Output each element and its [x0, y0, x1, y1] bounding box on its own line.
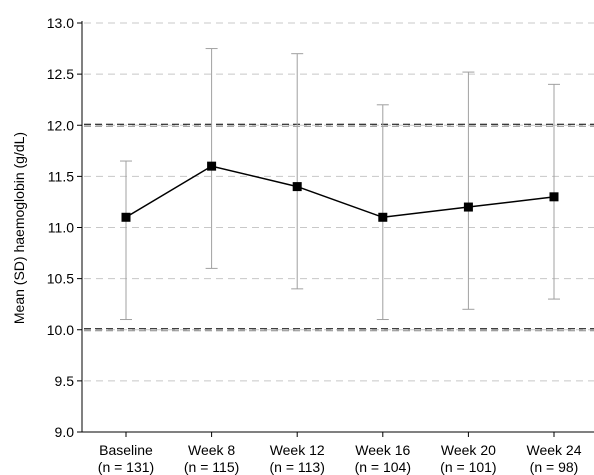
data-markers	[121, 161, 559, 222]
y-tick-label: 11.5	[48, 168, 74, 184]
y-tick-label: 10.5	[47, 271, 74, 287]
x-tick-sample-size: (n = 101)	[440, 459, 496, 475]
x-tick-label: Week 8	[188, 442, 235, 458]
x-tick-label: Week 16	[355, 442, 410, 458]
data-point-marker	[207, 161, 217, 171]
x-tick-sample-size: (n = 98)	[530, 459, 579, 475]
y-tick-label: 10.0	[47, 322, 74, 338]
x-tick-sample-size: (n = 113)	[270, 459, 325, 475]
x-tick-label: Week 12	[270, 442, 325, 458]
x-tick-labels: Baseline(n = 131)Week 8(n = 115)Week 12(…	[98, 442, 582, 475]
y-tick-label: 11.0	[48, 220, 74, 236]
series-line	[125, 165, 555, 219]
y-tick-labels: 9.0 9.5 10.0 10.5 11.0 11.5 12.0 12.5 13.0	[47, 15, 74, 440]
reference-lines	[84, 123, 594, 332]
data-point-marker	[549, 192, 559, 202]
data-point-marker	[121, 212, 131, 222]
y-tick-label: 13.0	[47, 15, 74, 31]
x-tick-sample-size: (n = 115)	[184, 459, 239, 475]
x-tick-sample-size: (n = 104)	[355, 459, 411, 475]
error-bars	[120, 48, 560, 321]
axes	[77, 21, 594, 437]
data-point-marker	[378, 212, 388, 222]
x-tick-label: Week 20	[441, 442, 496, 458]
y-tick-label: 12.0	[47, 117, 74, 133]
y-tick-label: 12.5	[47, 66, 74, 82]
y-tick-label: 9.5	[55, 373, 75, 389]
data-point-marker	[463, 202, 473, 212]
x-tick-label: Baseline	[99, 442, 153, 458]
data-point-marker	[292, 182, 302, 192]
series-line	[125, 165, 555, 219]
y-axis-label: Mean (SD) haemoglobin (g/dL)	[11, 132, 27, 324]
y-tick-label: 9.0	[55, 424, 75, 440]
x-tick-sample-size: (n = 131)	[98, 459, 154, 475]
x-tick-label: Week 24	[527, 442, 582, 458]
gridlines	[84, 22, 594, 382]
